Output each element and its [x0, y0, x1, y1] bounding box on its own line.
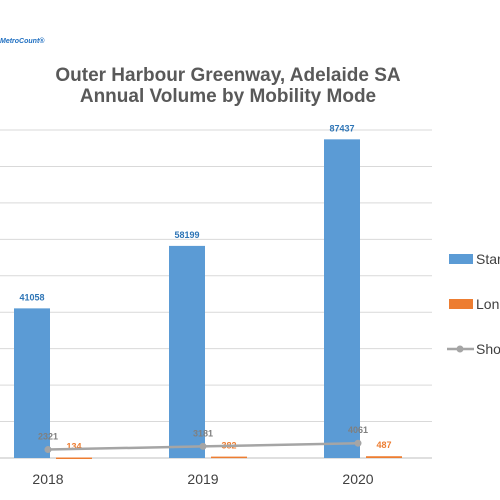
legend-label-sho: Sho: [476, 341, 500, 357]
x-tick-label: 2020: [342, 471, 373, 487]
bar-star-2018: [14, 308, 50, 458]
data-label: 58199: [174, 230, 199, 240]
chart-title-line2: Annual Volume by Mobility Mode: [79, 86, 377, 107]
data-label: 3181: [193, 428, 213, 438]
data-label: 2321: [38, 432, 58, 442]
legend-label-star: Star: [476, 251, 500, 267]
legend-swatch-lon: [449, 299, 473, 309]
chart-title-line1: Outer Harbour Greenway, Adelaide SA: [55, 65, 401, 86]
x-tick-label: 2019: [187, 471, 218, 487]
legend-marker: [456, 345, 464, 353]
bar-lon-2018: [56, 457, 92, 460]
line-point-2020: [354, 439, 362, 447]
data-label: 87437: [329, 123, 354, 133]
line-point-2018: [44, 446, 52, 454]
legend-label-lon: Lon: [476, 296, 499, 312]
line-point-2019: [199, 442, 207, 450]
bar-lon-2019: [211, 456, 247, 459]
data-label: 41058: [19, 292, 44, 302]
bar-lon-2020: [366, 456, 402, 458]
data-label: 4061: [348, 425, 368, 435]
bar-star-2020: [324, 139, 360, 459]
x-tick-label: 2018: [32, 471, 63, 487]
data-label: 134: [66, 442, 81, 452]
bar-star-2019: [169, 245, 205, 458]
data-label: 487: [376, 440, 391, 450]
brand-logo: MetroCount®: [0, 38, 45, 45]
legend-swatch-star: [449, 254, 473, 264]
